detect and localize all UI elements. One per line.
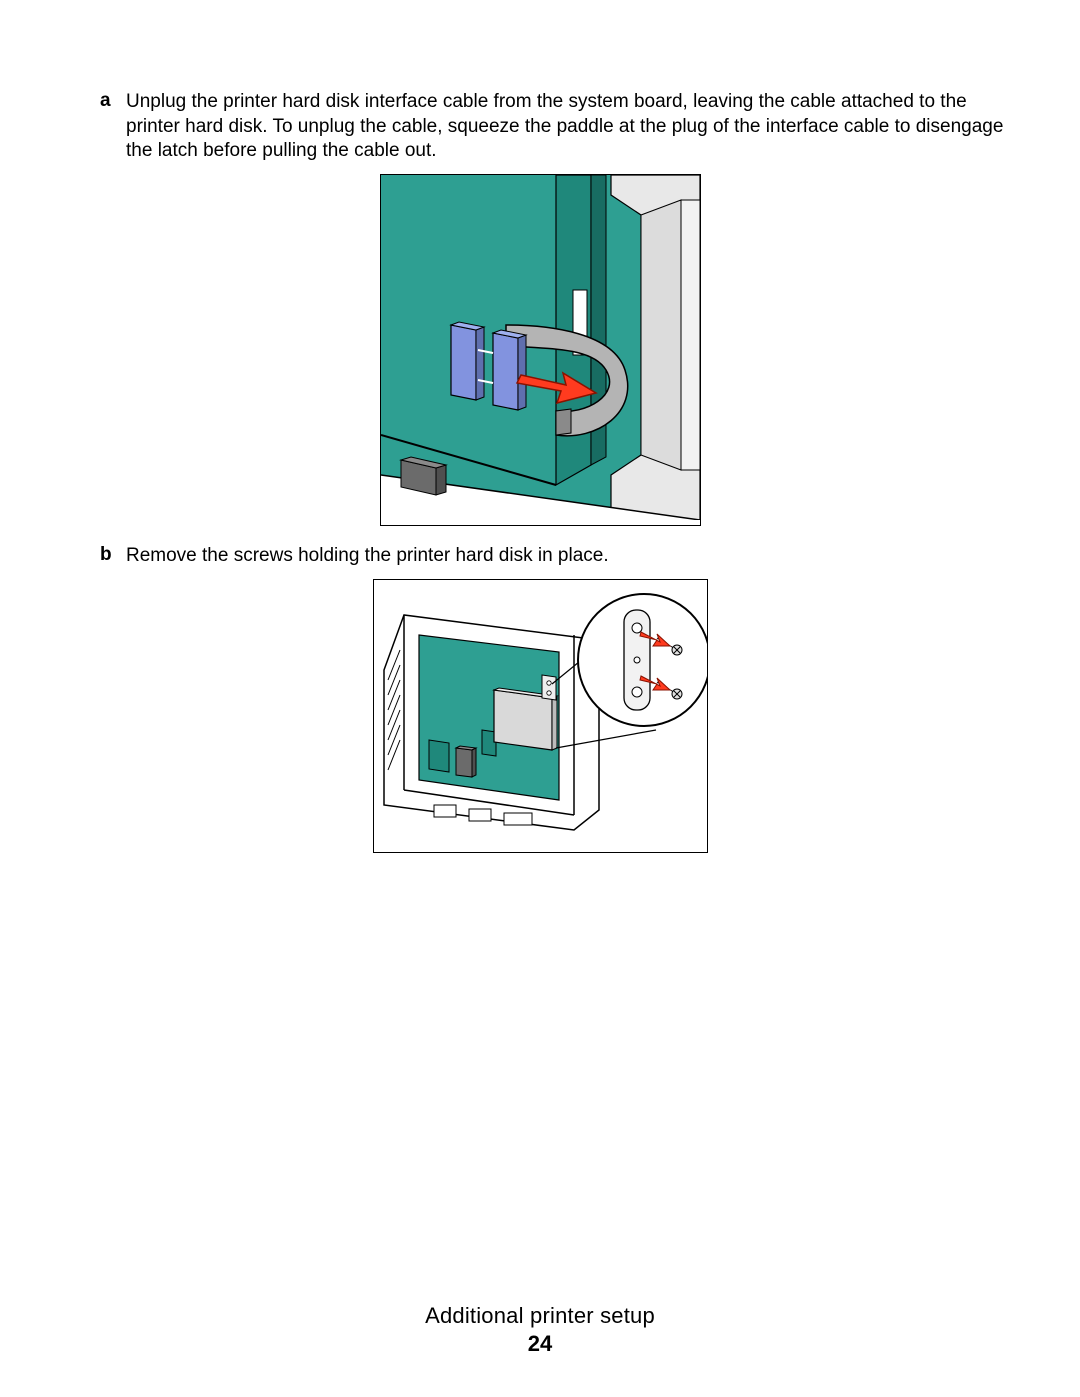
figure-a <box>380 174 701 526</box>
step-a-text: Unplug the printer hard disk interface c… <box>126 90 1020 164</box>
footer-section-title: Additional printer setup <box>0 1303 1080 1329</box>
step-b: b Remove the screws holding the printer … <box>100 544 1020 569</box>
step-a: a Unplug the printer hard disk interface… <box>100 90 1020 164</box>
figure-a-svg <box>381 175 700 520</box>
figure-b-svg <box>374 580 707 847</box>
document-page: a Unplug the printer hard disk interface… <box>0 0 1080 1397</box>
figure-a-wrap <box>60 174 1020 526</box>
step-b-text: Remove the screws holding the printer ha… <box>126 544 1020 569</box>
footer-page-number: 24 <box>0 1331 1080 1357</box>
step-a-letter: a <box>100 90 126 112</box>
figure-b-wrap <box>60 579 1020 853</box>
figure-b <box>373 579 708 853</box>
step-b-letter: b <box>100 544 126 566</box>
page-footer: Additional printer setup 24 <box>0 1303 1080 1357</box>
